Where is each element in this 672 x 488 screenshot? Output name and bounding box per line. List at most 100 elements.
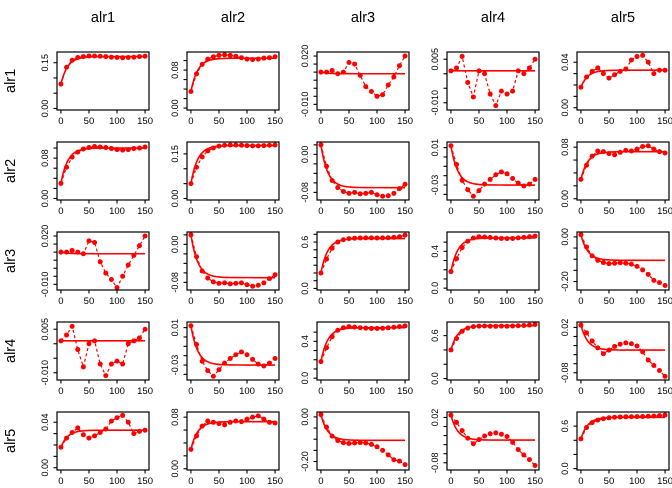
data-point bbox=[324, 256, 330, 262]
y-tick-label: 0.005 bbox=[40, 318, 50, 341]
data-point bbox=[346, 440, 352, 446]
x-tick-label: 0 bbox=[448, 296, 453, 307]
y-tick-label: 0.00 bbox=[560, 190, 570, 208]
data-point bbox=[114, 358, 120, 364]
data-point bbox=[521, 183, 527, 189]
data-point bbox=[612, 343, 618, 349]
panel-alr4-alr3: 0 50 100 150 0.0 0.4 bbox=[300, 321, 413, 397]
data-point bbox=[368, 235, 374, 241]
x-tick-label: 50 bbox=[84, 206, 95, 217]
y-tick-label: 0.0 bbox=[430, 282, 440, 295]
data-point bbox=[136, 145, 142, 151]
data-point bbox=[628, 57, 634, 63]
x-tick-label: 50 bbox=[214, 476, 225, 487]
data-point bbox=[340, 69, 346, 75]
reference-curve bbox=[190, 144, 276, 184]
x-tick-label: 50 bbox=[214, 116, 225, 127]
data-point bbox=[634, 54, 640, 60]
row-header-alr2: alr2 bbox=[3, 158, 19, 184]
data-point bbox=[58, 444, 64, 450]
data-point bbox=[194, 164, 200, 170]
data-point bbox=[120, 412, 126, 418]
data-point bbox=[402, 323, 408, 329]
y-tick-label: 0.4 bbox=[300, 335, 310, 348]
plot-box bbox=[576, 231, 670, 291]
x-tick-label: 150 bbox=[137, 296, 153, 307]
data-point bbox=[606, 151, 612, 157]
data-point bbox=[86, 435, 92, 441]
data-point bbox=[205, 418, 211, 424]
data-series-line bbox=[60, 235, 146, 289]
data-point bbox=[210, 145, 216, 151]
x-tick-label: 150 bbox=[397, 386, 413, 397]
data-point bbox=[504, 323, 510, 329]
x-tick-label: 150 bbox=[137, 206, 153, 217]
data-point bbox=[131, 431, 137, 437]
data-point bbox=[205, 148, 211, 154]
data-point bbox=[595, 65, 601, 71]
data-point bbox=[233, 418, 239, 424]
x-tick-label: 100 bbox=[239, 116, 255, 127]
panel-alr2-alr1: 0 50 100 150 0.00 0.08 bbox=[40, 141, 153, 217]
data-point bbox=[374, 93, 380, 99]
data-point bbox=[634, 146, 640, 152]
data-point bbox=[352, 61, 358, 67]
x-tick-label: 100 bbox=[369, 296, 385, 307]
data-point bbox=[368, 441, 374, 447]
data-point bbox=[255, 282, 261, 288]
data-point bbox=[329, 433, 335, 439]
x-tick-label: 150 bbox=[527, 386, 543, 397]
data-point bbox=[266, 142, 272, 148]
x-tick-label: 50 bbox=[214, 386, 225, 397]
data-point bbox=[114, 285, 120, 291]
data-point bbox=[656, 149, 662, 155]
plot-box bbox=[186, 321, 280, 381]
data-point bbox=[510, 439, 516, 445]
panel-alr2-alr5: 0 50 100 150 0.00 0.08 bbox=[560, 138, 672, 217]
data-point bbox=[651, 146, 657, 152]
data-series-line bbox=[60, 55, 146, 85]
data-point bbox=[188, 232, 194, 238]
x-tick-label: 0 bbox=[448, 386, 453, 397]
data-point bbox=[380, 235, 386, 241]
data-point bbox=[222, 360, 228, 366]
data-point bbox=[612, 72, 618, 78]
y-tick-label: 0.02 bbox=[430, 409, 440, 427]
panel-alr5-alr5: 0 50 100 150 0.0 0.6 bbox=[560, 411, 672, 487]
data-point bbox=[498, 169, 504, 175]
data-point bbox=[318, 412, 324, 418]
data-point bbox=[459, 177, 465, 183]
data-point bbox=[92, 144, 98, 150]
x-tick-label: 50 bbox=[344, 386, 355, 397]
data-series-line bbox=[580, 54, 666, 88]
x-tick-label: 100 bbox=[239, 206, 255, 217]
data-point bbox=[385, 235, 391, 241]
data-point bbox=[250, 57, 256, 63]
data-point bbox=[380, 193, 386, 199]
y-tick-label: -0.20 bbox=[560, 271, 570, 292]
data-point bbox=[222, 422, 228, 428]
x-tick-label: 50 bbox=[604, 476, 615, 487]
data-point bbox=[600, 416, 606, 422]
data-point bbox=[623, 340, 629, 346]
y-tick-label: 0.08 bbox=[170, 61, 180, 79]
data-point bbox=[498, 235, 504, 241]
panel-alr4-alr1: 0 50 100 150 -0.010 0.005 bbox=[40, 318, 153, 397]
data-point bbox=[448, 412, 454, 418]
data-point bbox=[628, 341, 634, 347]
data-point bbox=[628, 261, 634, 267]
data-point bbox=[324, 163, 330, 169]
data-point bbox=[662, 373, 668, 379]
data-point bbox=[216, 52, 222, 58]
data-series-line bbox=[450, 235, 536, 272]
data-point bbox=[58, 180, 64, 186]
y-tick-label: 0.00 bbox=[560, 99, 570, 117]
plot-box bbox=[576, 321, 670, 381]
data-series-line bbox=[450, 323, 536, 351]
data-series-line bbox=[320, 234, 406, 274]
data-point bbox=[250, 356, 256, 362]
x-tick-label: 100 bbox=[109, 386, 125, 397]
x-tick-label: 0 bbox=[188, 116, 193, 127]
data-point bbox=[227, 52, 233, 58]
panel-alr4-alr4: 0 50 100 150 0.0 0.6 bbox=[430, 321, 543, 397]
